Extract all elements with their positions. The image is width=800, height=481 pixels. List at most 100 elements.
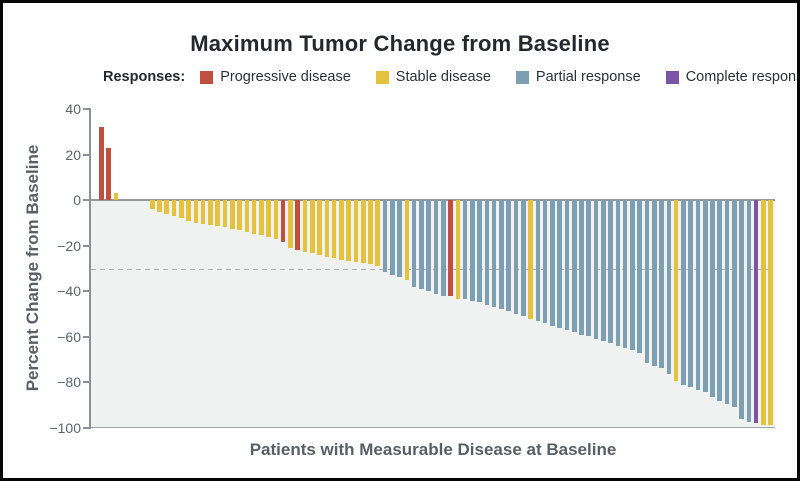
patient-bar: [346, 200, 351, 261]
complete-response-swatch: [665, 70, 679, 84]
patient-bar: [244, 200, 250, 233]
patient-bar: [193, 200, 199, 223]
patient-bar: [302, 200, 308, 252]
patient-bar: [280, 200, 286, 242]
patient-bar: [455, 200, 461, 299]
y-tick-label: 20: [65, 146, 81, 163]
stable-disease-swatch: [375, 70, 389, 84]
y-tick-label: 0: [73, 192, 81, 209]
y-tick-mark: [83, 335, 91, 338]
axis-bottom-line: [91, 426, 775, 428]
legend-item-complete-response: Complete response: [665, 69, 800, 85]
patient-bar: [390, 200, 395, 275]
patient-bar: [331, 200, 337, 259]
y-tick-mark: [83, 153, 91, 156]
y-tick-label: −60: [57, 328, 81, 345]
reference-line: [91, 268, 775, 271]
patient-bar: [499, 200, 504, 310]
patient-bar: [208, 200, 213, 226]
legend: Responses: Progressive disease Stable di…: [103, 69, 800, 85]
patient-bar: [157, 200, 162, 212]
patient-bar: [186, 200, 191, 221]
patient-bar: [353, 200, 359, 262]
patient-bar: [593, 200, 599, 339]
legend-item-label: Stable disease: [395, 69, 491, 85]
patient-bar: [768, 200, 773, 425]
patient-bar: [339, 200, 344, 260]
y-tick-label: −20: [57, 237, 81, 254]
patient-bar: [586, 200, 592, 337]
patient-bar: [688, 200, 693, 387]
patient-bar: [259, 200, 264, 236]
patient-bar: [266, 200, 271, 238]
patient-bar: [601, 200, 606, 342]
y-axis-label: Percent Change from Baseline: [23, 144, 42, 392]
patient-bar: [732, 200, 737, 408]
patient-bar: [615, 200, 621, 346]
patient-bar: [215, 200, 220, 227]
patient-bar: [579, 200, 584, 335]
patient-bar: [324, 200, 330, 257]
patient-bar: [710, 200, 715, 398]
patient-bar: [462, 200, 468, 300]
partial-response-swatch: [515, 70, 529, 84]
patient-bar: [222, 200, 228, 228]
baseline-zero-line: [91, 199, 775, 202]
patient-bar: [535, 200, 541, 322]
y-axis-line: [89, 109, 91, 428]
patient-bar: [673, 200, 679, 382]
patient-bar: [288, 200, 293, 248]
patient-bar: [164, 200, 170, 214]
y-tick-mark: [83, 108, 91, 110]
patient-bar: [237, 200, 242, 231]
patient-bar: [753, 200, 759, 424]
patient-bar: [528, 200, 533, 319]
patient-bar: [295, 200, 301, 250]
patient-bar: [513, 200, 519, 314]
plot-area: 40 20 0 −20 −40 −60 −80 −100: [49, 101, 775, 436]
y-tick-mark: [83, 427, 91, 429]
y-tick-label: 40: [65, 101, 81, 117]
y-tick-mark: [83, 244, 91, 247]
y-tick-label: −40: [57, 283, 81, 300]
patient-bar: [448, 200, 453, 297]
patient-bar: [397, 200, 402, 277]
patient-bar: [113, 193, 119, 201]
patient-bar: [477, 200, 482, 303]
patient-bar: [644, 200, 650, 364]
patient-bar: [426, 200, 431, 292]
patient-bar: [550, 200, 555, 326]
patient-bar: [542, 200, 548, 323]
patient-bar: [608, 200, 613, 344]
legend-item-label: Complete response: [685, 69, 800, 85]
patient-bar: [630, 200, 635, 351]
patient-bar: [746, 200, 752, 423]
patient-bar: [717, 200, 723, 401]
x-axis-label: Patients with Measurable Disease at Base…: [249, 440, 617, 459]
legend-item-progressive-disease: Progressive disease: [200, 69, 351, 85]
patient-bar: [491, 200, 497, 307]
patient-bar: [564, 200, 570, 331]
patient-bar: [651, 200, 657, 366]
legend-title: Responses:: [103, 69, 186, 85]
patient-bar: [440, 200, 446, 296]
y-tick-mark: [83, 290, 91, 293]
patient-bar: [273, 200, 279, 240]
progressive-disease-swatch: [200, 70, 214, 84]
patient-bar: [360, 200, 366, 264]
patient-bar: [681, 200, 686, 385]
patient-bar: [622, 200, 628, 349]
patient-bar: [433, 200, 439, 294]
patient-bar: [571, 200, 577, 333]
patient-bar: [724, 200, 730, 405]
patient-bar: [106, 147, 111, 201]
chart-title: Maximum Tumor Change from Baseline: [190, 31, 610, 56]
patient-bar: [310, 200, 315, 254]
patient-bar: [419, 200, 424, 289]
patient-bar: [404, 200, 410, 281]
patient-bar: [637, 200, 643, 353]
patient-bar: [411, 200, 417, 287]
patient-bar: [470, 200, 475, 301]
patient-bar: [659, 200, 664, 369]
